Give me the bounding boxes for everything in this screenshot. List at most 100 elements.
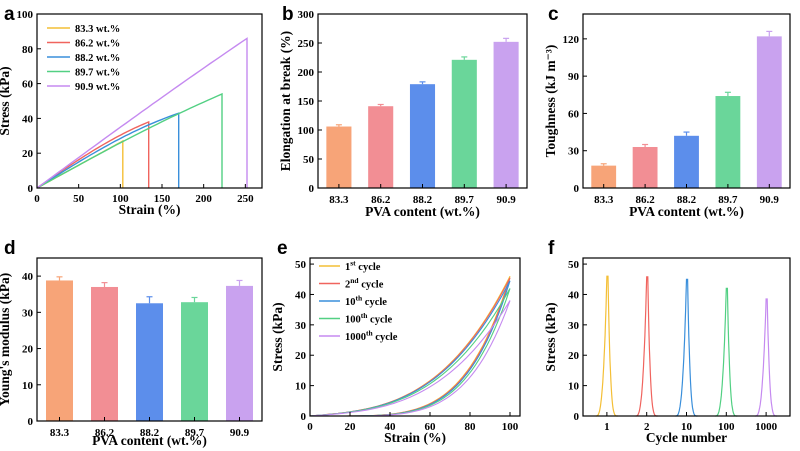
x-axis-label: Strain (%) bbox=[384, 430, 446, 445]
y-tick-label: 120 bbox=[563, 34, 580, 46]
y-tick-label: 250 bbox=[298, 38, 315, 50]
y-axis-label: Stress (kPa) bbox=[270, 302, 285, 371]
x-tick-label: 0 bbox=[307, 421, 313, 433]
bar-90.9 bbox=[493, 41, 519, 189]
bar-89.7 bbox=[715, 96, 741, 188]
legend-entry: 88.2 wt.% bbox=[75, 53, 120, 64]
y-axis-label: Stress (kPa) bbox=[543, 302, 558, 371]
y-tick-label: 20 bbox=[22, 148, 34, 160]
y-tick-label: 10 bbox=[295, 381, 307, 393]
x-axis-label: PVA content (wt.%) bbox=[92, 433, 207, 448]
cycle-peak-1 bbox=[595, 275, 618, 417]
legend-entry: 100th cycle bbox=[345, 311, 393, 326]
y-tick-label: 50 bbox=[303, 154, 315, 166]
y-axis-label: Toughness (kJ m⁻³) bbox=[543, 45, 558, 158]
y-tick-label: 0 bbox=[574, 183, 580, 195]
x-tick-label: 200 bbox=[195, 193, 212, 205]
panel-label-b: b bbox=[282, 4, 294, 25]
x-tick-label: 88.2 bbox=[677, 194, 697, 206]
y-tick-label: 0 bbox=[309, 183, 315, 195]
plot-frame-d bbox=[36, 257, 263, 422]
cycle-peak-10 bbox=[675, 278, 698, 417]
plot-frame-c bbox=[582, 13, 791, 189]
y-tick-label: 60 bbox=[568, 108, 580, 120]
y-tick-label: 30 bbox=[295, 320, 307, 332]
panel-label-e: e bbox=[277, 238, 288, 259]
y-tick-label: 100 bbox=[17, 9, 34, 21]
x-tick-label: 89.7 bbox=[718, 194, 738, 206]
x-tick-label: 88.2 bbox=[413, 194, 433, 206]
y-tick-label: 30 bbox=[568, 320, 580, 332]
x-tick-label: 90.9 bbox=[496, 194, 516, 206]
x-tick-label: 2 bbox=[644, 421, 650, 433]
legend-entry: 2nd cycle bbox=[345, 276, 384, 291]
bar-86.2 bbox=[368, 106, 394, 188]
y-tick-label: 0 bbox=[574, 411, 580, 423]
x-tick-label: 88.2 bbox=[140, 427, 160, 439]
stress-strain-curve-4 bbox=[36, 92, 223, 189]
x-tick-label: 250 bbox=[237, 193, 254, 205]
hysteresis-loop-5 bbox=[309, 300, 511, 417]
y-tick-label: 10 bbox=[22, 380, 34, 392]
y-tick-label: 0 bbox=[28, 183, 34, 195]
x-tick-label: 83.3 bbox=[594, 194, 614, 206]
y-tick-label: 300 bbox=[298, 9, 315, 21]
y-tick-label: 40 bbox=[568, 289, 580, 301]
y-tick-label: 50 bbox=[295, 259, 307, 271]
bar-86.2 bbox=[632, 146, 658, 188]
cycle-peak-1000 bbox=[755, 298, 778, 417]
legend-entry: 83.3 wt.% bbox=[75, 24, 120, 35]
bar-89.7 bbox=[181, 302, 208, 421]
x-tick-label: 0 bbox=[34, 193, 40, 205]
bar-83.3 bbox=[591, 165, 617, 188]
y-tick-label: 90 bbox=[568, 71, 580, 83]
bar-83.3 bbox=[46, 280, 73, 421]
x-tick-label: 100 bbox=[502, 421, 519, 433]
y-tick-label: 150 bbox=[298, 96, 315, 108]
bar-88.2 bbox=[674, 135, 699, 188]
y-tick-label: 60 bbox=[22, 79, 34, 91]
legend-entry: 1000th cycle bbox=[345, 329, 398, 344]
x-tick-label: 1000 bbox=[755, 421, 778, 433]
x-tick-label: 10 bbox=[681, 421, 693, 433]
y-tick-label: 100 bbox=[298, 125, 315, 137]
legend-entry: 86.2 wt.% bbox=[75, 39, 120, 50]
stress-strain-curve-3 bbox=[36, 112, 180, 189]
y-tick-label: 20 bbox=[22, 344, 34, 356]
y-tick-label: 30 bbox=[568, 146, 580, 158]
y-axis-label: Young's modulus (kPa) bbox=[0, 273, 12, 407]
x-tick-label: 1 bbox=[604, 421, 610, 433]
x-tick-label: 100 bbox=[718, 421, 735, 433]
plot-frame-a bbox=[36, 13, 263, 189]
panel-label-f: f bbox=[548, 238, 555, 259]
y-tick-label: 0 bbox=[301, 411, 307, 423]
x-tick-label: 89.7 bbox=[455, 194, 475, 206]
panel-label-d: d bbox=[4, 238, 16, 259]
x-tick-label: 90.9 bbox=[230, 427, 250, 439]
bar-88.2 bbox=[409, 84, 436, 188]
x-tick-label: 40 bbox=[385, 421, 397, 433]
bar-89.7 bbox=[451, 59, 477, 188]
x-tick-label: 86.2 bbox=[635, 194, 655, 206]
y-tick-label: 200 bbox=[298, 67, 315, 79]
y-axis-label: Elongation at break (%) bbox=[278, 31, 293, 171]
y-tick-label: 40 bbox=[295, 289, 307, 301]
legend-entry: 89.7 wt.% bbox=[75, 68, 120, 79]
x-axis-label: PVA content (wt.%) bbox=[365, 204, 480, 219]
cycle-peak-100 bbox=[715, 287, 738, 417]
x-tick-label: 86.2 bbox=[95, 427, 115, 439]
y-axis-label: Stress (kPa) bbox=[0, 66, 12, 135]
y-tick-label: 50 bbox=[568, 259, 580, 271]
x-tick-label: 50 bbox=[73, 193, 85, 205]
y-tick-label: 20 bbox=[568, 350, 580, 362]
bar-90.9 bbox=[756, 36, 782, 188]
x-tick-label: 83.3 bbox=[329, 194, 349, 206]
bar-88.2 bbox=[136, 303, 163, 421]
x-tick-label: 89.7 bbox=[185, 427, 205, 439]
cycle-peak-2 bbox=[635, 276, 658, 417]
y-tick-label: 10 bbox=[568, 381, 580, 393]
legend-entry: 90.9 wt.% bbox=[75, 82, 120, 93]
x-axis-label: PVA content (wt.%) bbox=[629, 204, 744, 219]
x-axis-label: Strain (%) bbox=[119, 202, 181, 217]
legend-entry: 1st cycle bbox=[345, 259, 381, 274]
